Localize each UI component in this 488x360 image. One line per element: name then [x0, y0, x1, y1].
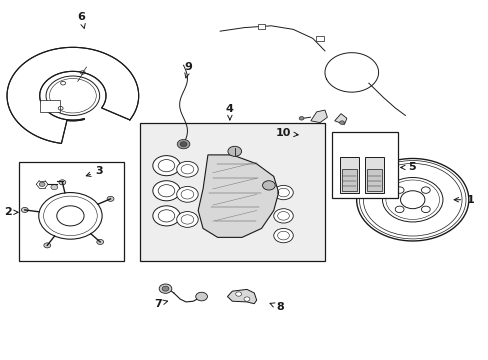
Circle shape: [176, 161, 198, 177]
Text: 1: 1: [453, 195, 473, 205]
Circle shape: [107, 196, 114, 201]
Circle shape: [176, 212, 198, 227]
Circle shape: [177, 139, 189, 149]
Circle shape: [153, 156, 180, 176]
Text: 7: 7: [154, 299, 167, 309]
FancyBboxPatch shape: [366, 169, 381, 191]
Circle shape: [97, 239, 103, 244]
Text: 5: 5: [400, 162, 415, 172]
Circle shape: [235, 292, 241, 296]
FancyBboxPatch shape: [257, 24, 265, 29]
FancyBboxPatch shape: [140, 123, 325, 261]
Text: 10: 10: [275, 129, 298, 138]
Circle shape: [244, 297, 249, 301]
Circle shape: [162, 286, 168, 291]
Polygon shape: [227, 289, 256, 304]
FancyBboxPatch shape: [331, 132, 397, 198]
Text: 9: 9: [184, 62, 192, 78]
FancyBboxPatch shape: [339, 157, 358, 193]
Circle shape: [273, 185, 293, 200]
Circle shape: [195, 292, 207, 301]
Text: 8: 8: [269, 302, 284, 312]
FancyBboxPatch shape: [365, 157, 383, 193]
Circle shape: [262, 181, 275, 190]
Circle shape: [180, 141, 186, 147]
Circle shape: [44, 243, 51, 248]
Text: 2: 2: [4, 207, 18, 217]
Circle shape: [339, 121, 344, 125]
Circle shape: [159, 284, 171, 293]
Circle shape: [273, 209, 293, 223]
Circle shape: [59, 180, 66, 185]
FancyBboxPatch shape: [40, 100, 60, 112]
FancyBboxPatch shape: [341, 169, 356, 191]
Polygon shape: [334, 114, 346, 125]
Circle shape: [51, 185, 58, 190]
Text: 6: 6: [77, 12, 85, 28]
Circle shape: [273, 228, 293, 243]
Circle shape: [176, 186, 198, 202]
Circle shape: [153, 206, 180, 226]
Circle shape: [227, 146, 241, 156]
Polygon shape: [7, 47, 139, 143]
Text: 4: 4: [225, 104, 233, 120]
Circle shape: [299, 117, 304, 120]
Circle shape: [39, 182, 45, 186]
Circle shape: [153, 181, 180, 201]
Text: 3: 3: [86, 166, 103, 176]
Circle shape: [21, 207, 28, 212]
Polygon shape: [198, 155, 278, 237]
FancyBboxPatch shape: [19, 162, 124, 261]
Circle shape: [46, 76, 100, 116]
Polygon shape: [310, 110, 327, 123]
FancyBboxPatch shape: [316, 36, 324, 41]
